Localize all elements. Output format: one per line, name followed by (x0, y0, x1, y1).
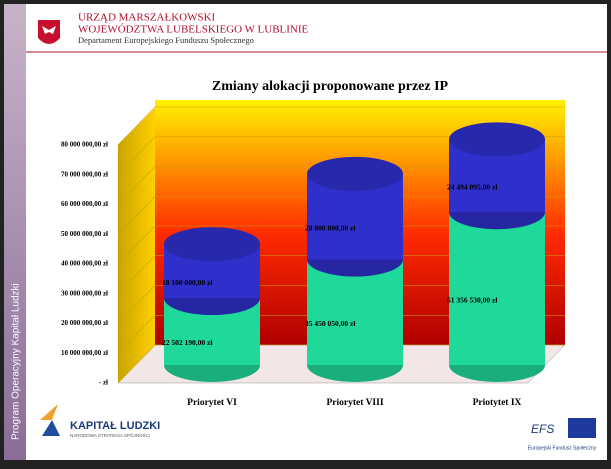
y-tick-label: 80 000 000,00 zł (61, 141, 108, 149)
efs-sub: Europejski Fundusz Społeczny (528, 445, 597, 451)
x-tick-label: Priotytet IX (473, 398, 522, 408)
cylinder-top (307, 156, 403, 191)
y-tick-label: 60 000 000,00 zł (61, 200, 108, 208)
grid-line (117, 285, 565, 324)
grid-line (117, 255, 565, 294)
y-tick-label: 30 000 000,00 zł (61, 289, 108, 297)
efs-text: EFS (531, 422, 554, 436)
x-tick-label: Priorytet VI (187, 398, 237, 408)
y-tick-label: 10 000 000,00 zł (61, 349, 108, 357)
grid-line (117, 344, 565, 384)
logo-eagle (42, 26, 56, 34)
y-tick-label: 20 000 000,00 zł (61, 319, 108, 327)
side-wall (118, 108, 155, 383)
bar (449, 212, 545, 365)
chart-title: Zmiany alokacji proponowane przez IP (212, 79, 449, 94)
data-label: 22 502 190,00 zł (162, 338, 213, 347)
cylinder-top (449, 122, 545, 157)
y-tick-label: 40 000 000,00 zł (61, 260, 108, 268)
header-line: Departament Europejskiego Funduszu Społe… (78, 35, 254, 45)
kl-logo (42, 420, 60, 436)
sidebar (4, 4, 26, 460)
kl-title: KAPITAŁ LUDZKI (70, 420, 160, 432)
grid-line (117, 136, 565, 175)
header-line: URZĄD MARSZAŁKOWSKI (78, 12, 216, 24)
data-label: 24 494 095,00 zł (447, 182, 498, 191)
data-label: 51 356 530,00 zł (447, 295, 498, 304)
y-tick-label: - zł (99, 379, 108, 387)
grid-line (117, 314, 565, 354)
grid-line (117, 106, 565, 146)
data-label: 35 450 050,00 zł (305, 319, 356, 328)
eu-flag (568, 418, 596, 438)
x-tick-label: Priorytet VIII (326, 398, 383, 408)
cylinder-top (164, 227, 260, 262)
kl-sub: NARODOWA STRATEGIA SPÓJNOŚCI (70, 431, 150, 438)
bar (307, 259, 403, 365)
grid-line (117, 195, 565, 235)
kl-logo (40, 404, 58, 420)
sidebar-text: Program Operacyjny Kapitał Ludzki (11, 283, 22, 440)
grid-line (117, 225, 565, 265)
header-line: WOJEWÓDZTWA LUBELSKIEGO W LUBLINIE (78, 24, 309, 36)
y-tick-label: 70 000 000,00 zł (61, 170, 108, 178)
data-label: 28 800 000,00 zł (305, 223, 356, 232)
grid-line (117, 166, 565, 205)
y-tick-label: 50 000 000,00 zł (61, 230, 108, 238)
data-label: 18 100 000,00 zł (162, 278, 213, 287)
